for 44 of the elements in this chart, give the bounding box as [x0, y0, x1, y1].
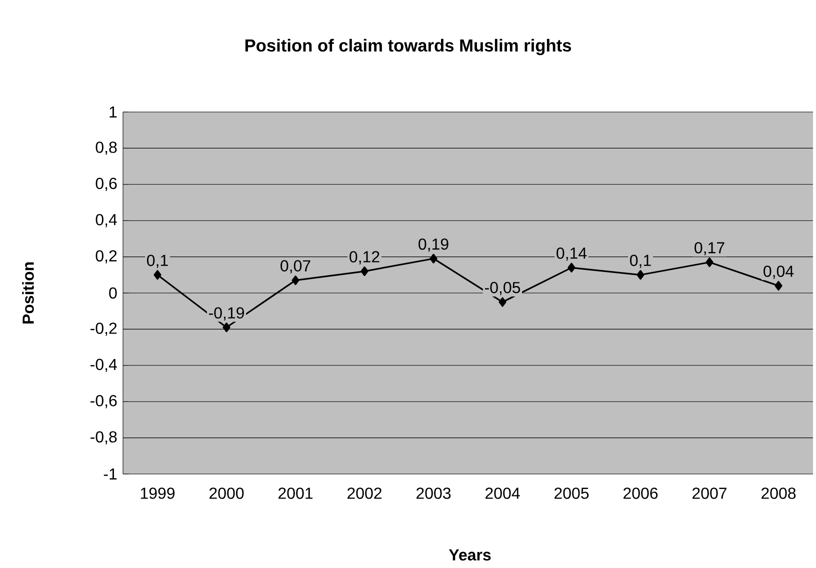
- x-tick-label: 1999: [140, 488, 175, 499]
- y-tick-label: -1: [104, 468, 117, 480]
- point: [568, 262, 576, 272]
- data-label: 0,19: [418, 238, 448, 252]
- x-tick-label: 2001: [278, 488, 313, 499]
- data-label: 0,1: [147, 254, 168, 268]
- x-tick-label: 2002: [348, 488, 382, 499]
- x-tick-label: 2007: [692, 488, 726, 499]
- y-tick-label: -0,2: [90, 322, 117, 336]
- y-tick-label: 0,6: [96, 178, 117, 192]
- x-tick-label: 2003: [416, 488, 451, 499]
- point: [154, 270, 162, 280]
- point: [292, 276, 300, 286]
- data-label: 0,14: [556, 248, 587, 261]
- data-label: -0,19: [208, 307, 244, 320]
- chart-title: Position of claim towards Muslim rights: [245, 38, 572, 56]
- x-tick-label: 2000: [210, 488, 244, 499]
- data-label: 0,1: [630, 254, 651, 268]
- x-tick-label: 2004: [486, 488, 520, 499]
- x-tick-label: 2006: [624, 488, 658, 499]
- point: [774, 280, 782, 291]
- y-tick-label: 0,4: [96, 214, 117, 228]
- x-tick-label: 2008: [762, 488, 796, 499]
- data-label: 0,04: [764, 266, 794, 279]
- y-tick-label: -0,8: [90, 431, 117, 444]
- point: [222, 322, 230, 332]
- data-label: -0,05: [484, 282, 520, 296]
- x-tick-label: 2005: [554, 488, 589, 499]
- y-tick-label: 0: [109, 287, 117, 299]
- y-tick-label: 0,2: [96, 250, 117, 264]
- y-tick-label: 1: [110, 106, 117, 118]
- y-axis-title: Position: [22, 262, 34, 324]
- x-axis-title: Years: [448, 549, 491, 561]
- y-tick-label: 0,8: [96, 142, 117, 155]
- point: [430, 254, 438, 264]
- data-label: 0,17: [694, 242, 724, 256]
- y-tick-label: -0,6: [90, 394, 117, 408]
- point: [706, 257, 714, 268]
- y-tick-label: -0,4: [90, 358, 117, 372]
- data-label: 0,07: [280, 260, 310, 274]
- point: [360, 266, 368, 276]
- point: [636, 270, 644, 280]
- point: [498, 297, 506, 307]
- data-label: 0,12: [350, 251, 380, 264]
